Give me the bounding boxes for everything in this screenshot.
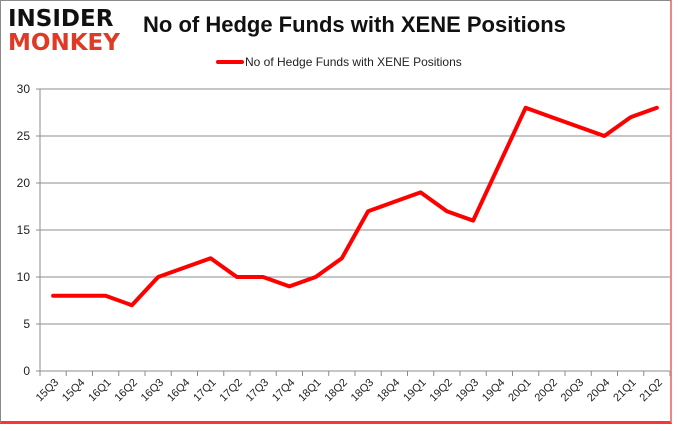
x-tick-label: 21Q2 [637,377,665,405]
insider-monkey-logo: INSIDER MONKEY [8,6,128,56]
legend-line-swatch-icon [216,60,244,64]
x-tick-label: 20Q2 [532,377,560,405]
y-tick-label: 10 [17,270,31,284]
x-tick-label: 20Q3 [559,377,587,405]
x-tick-label: 16Q1 [86,377,114,405]
x-tick-label: 18Q1 [296,377,324,405]
y-tick-label: 25 [17,129,31,143]
legend-label: No of Hedge Funds with XENE Positions [245,55,462,69]
x-tick-label: 20Q1 [506,377,534,405]
x-tick-label: 21Q1 [611,377,639,405]
x-tick-label: 17Q4 [270,377,298,405]
x-tick-label: 16Q4 [165,377,193,405]
y-tick-label: 5 [23,317,30,331]
x-tick-label: 15Q4 [60,377,88,405]
x-tick-label: 18Q3 [349,377,377,405]
x-tick-label: 17Q2 [217,377,245,405]
y-tick-label: 0 [23,364,30,378]
x-tick-label: 19Q2 [427,377,455,405]
y-tick-label: 30 [17,82,31,96]
y-tick-label: 20 [17,176,31,190]
x-tick-label: 18Q4 [375,377,403,405]
x-tick-label: 18Q2 [322,377,350,405]
chart-frame [0,0,672,424]
chart-legend: No of Hedge Funds with XENE Positions [216,55,462,69]
x-tick-label: 15Q3 [34,377,62,405]
x-tick-label: 19Q3 [454,377,482,405]
logo-line-2: MONKEY [8,30,120,56]
x-tick-label: 17Q3 [244,377,272,405]
x-tick-label: 19Q4 [480,377,508,405]
series-line [51,105,659,308]
x-tick-label: 20Q4 [585,377,613,405]
x-tick-label: 16Q2 [112,377,140,405]
x-tick-label: 17Q1 [191,377,219,405]
y-tick-label: 15 [17,223,31,237]
logo-line-1: INSIDER [8,6,114,32]
x-tick-label: 19Q1 [401,377,429,405]
x-tick-label: 16Q3 [139,377,167,405]
chart-title: No of Hedge Funds with XENE Positions [143,12,566,37]
